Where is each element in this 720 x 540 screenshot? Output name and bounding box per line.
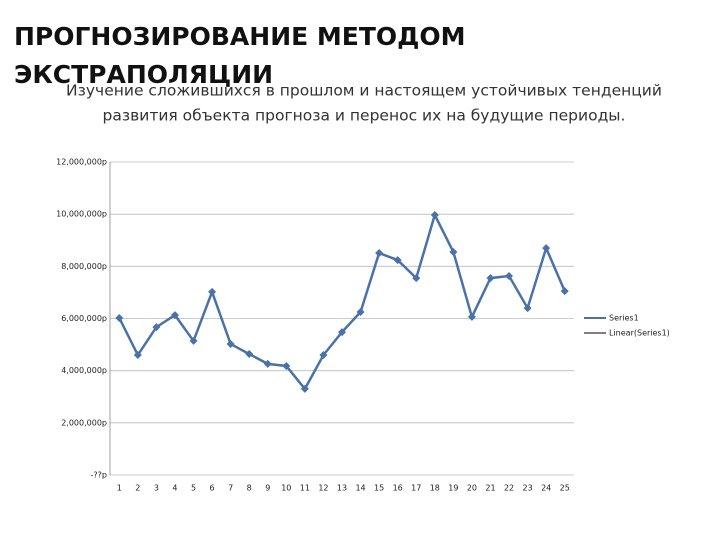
data-point [189, 336, 198, 345]
x-tick-label: 21 [485, 484, 495, 493]
x-tick-label: 7 [228, 484, 233, 493]
data-point [152, 323, 161, 332]
data-point [356, 307, 365, 316]
x-tick-label: 17 [411, 484, 421, 493]
subtitle-line: развития объекта прогноза и перенос их н… [103, 107, 626, 125]
subtitle-line: Изучение сложившихся в прошлом и настоящ… [66, 82, 662, 100]
data-point [263, 359, 272, 368]
y-tick-label: 12,000,000р [56, 158, 107, 167]
x-tick-label: 13 [337, 484, 347, 493]
data-point [560, 287, 569, 296]
x-tick-label: 11 [300, 484, 310, 493]
x-tick-label: 10 [281, 484, 291, 493]
y-tick-label: 6,000,000р [61, 314, 107, 323]
title-line: ПРОГНОЗИРОВАНИЕ МЕТОДОМ [14, 22, 466, 51]
title-line: ЭКСТРАПОЛЯЦИИ [14, 60, 273, 89]
legend-label: Series1 [609, 314, 639, 323]
data-point [393, 256, 402, 265]
legend-label: Linear(Series1) [609, 329, 670, 338]
data-point [245, 349, 254, 358]
x-tick-label: 20 [467, 484, 477, 493]
data-point [449, 247, 458, 256]
x-tick-label: 1 [117, 484, 122, 493]
x-tick-label: 12 [318, 484, 328, 493]
data-point [170, 311, 179, 320]
data-point [523, 304, 532, 313]
data-point [282, 361, 291, 370]
data-point [208, 287, 217, 296]
x-tick-label: 4 [172, 484, 177, 493]
x-tick-label: 24 [541, 484, 551, 493]
data-point [375, 249, 384, 258]
data-point [319, 351, 328, 360]
y-tick-label: 4,000,000р [61, 366, 107, 375]
data-point [338, 328, 346, 337]
data-point [226, 340, 235, 349]
data-point [300, 384, 309, 393]
x-tick-label: 18 [430, 484, 440, 493]
data-point [542, 244, 551, 253]
x-tick-label: 22 [504, 484, 514, 493]
x-tick-label: 16 [393, 484, 403, 493]
data-point [430, 210, 439, 219]
data-point [133, 351, 142, 360]
x-tick-label: 19 [448, 484, 458, 493]
y-tick-label: -??р [91, 471, 107, 480]
data-point [467, 312, 476, 321]
x-tick-label: 25 [560, 484, 570, 493]
x-tick-label: 14 [355, 484, 365, 493]
x-tick-label: 5 [191, 484, 196, 493]
x-tick-label: 6 [210, 484, 215, 493]
data-point [486, 274, 495, 283]
y-tick-label: 2,000,000р [61, 418, 107, 427]
series-line [118, 211, 566, 392]
x-tick-label: 9 [265, 484, 270, 493]
x-tick-label: 23 [523, 484, 533, 493]
y-tick-label: 10,000,000р [56, 210, 107, 219]
x-tick-label: 2 [135, 484, 140, 493]
data-point [505, 271, 514, 280]
x-tick-label: 15 [374, 484, 384, 493]
y-tick-label: 8,000,000р [61, 262, 107, 271]
x-tick-label: 3 [154, 484, 159, 493]
x-tick-label: 8 [247, 484, 252, 493]
data-point [115, 313, 124, 322]
data-point [412, 274, 421, 283]
